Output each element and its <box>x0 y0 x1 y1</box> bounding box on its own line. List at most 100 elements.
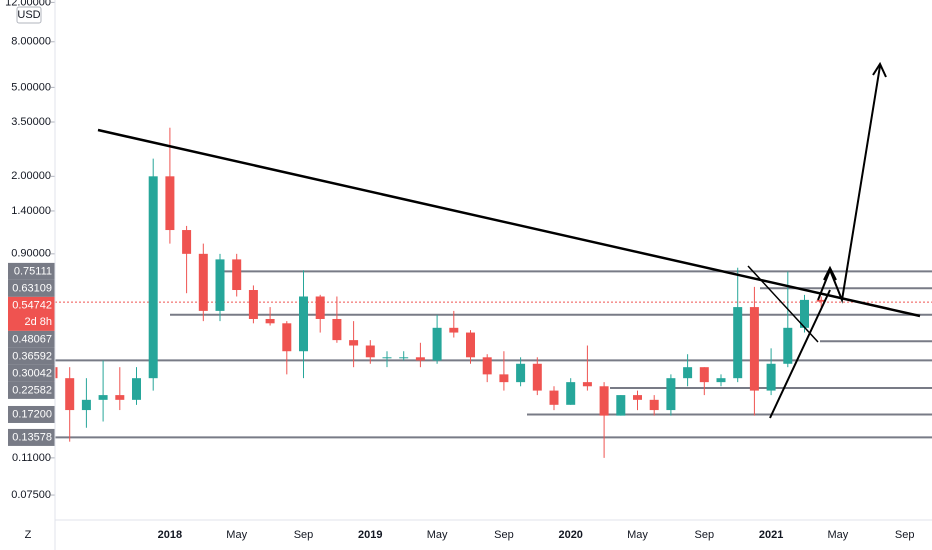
y-tick-label: 12.00000 <box>5 0 51 8</box>
trend-line <box>769 289 831 419</box>
timezone-button[interactable]: Z <box>25 529 32 541</box>
candle-body <box>81 399 91 411</box>
candle-body <box>699 367 709 383</box>
arrow-head <box>823 265 837 281</box>
candle-body <box>182 230 192 254</box>
x-tick-label: May <box>828 529 849 541</box>
candle-body <box>800 299 809 328</box>
price-level-box <box>8 330 55 348</box>
x-tick-label: May <box>627 529 648 541</box>
candle-body <box>766 363 776 391</box>
price-level-label: 0.17200 <box>12 408 52 420</box>
candle-body <box>215 259 225 311</box>
y-tick-label: 0.07500 <box>11 489 51 501</box>
candle-body <box>382 357 392 359</box>
x-tick-label: Sep <box>294 529 314 541</box>
x-axis: 2018 May Sep 2019 May Sep 2020 May Sep 2021 May Sep <box>158 529 915 541</box>
candle-body <box>198 253 208 311</box>
y-tick-label: 8.00000 <box>11 36 51 48</box>
candle-body <box>683 367 693 379</box>
candle-body <box>482 357 492 375</box>
candle-body <box>432 327 442 361</box>
current-price-label: 0.54742 <box>12 299 52 311</box>
candle-body <box>299 296 308 352</box>
x-tick-label: 2019 <box>358 529 382 541</box>
candle-body <box>349 340 359 346</box>
candle-body <box>783 327 793 364</box>
price-level-label: 0.13578 <box>12 431 52 443</box>
x-tick-label: Sep <box>695 529 715 541</box>
candle-body <box>549 390 559 405</box>
candle-body <box>466 332 475 358</box>
y-tick-label: 2.00000 <box>11 170 51 182</box>
y-tick-label: 1.40000 <box>11 205 51 217</box>
price-level-label: 0.36592 <box>12 350 52 362</box>
candle-body <box>232 259 242 291</box>
price-level-box <box>8 347 55 365</box>
candle-body <box>749 307 759 391</box>
price-level-box <box>8 405 55 423</box>
currency: USD <box>17 9 40 21</box>
candle-body <box>365 345 375 358</box>
candle-body <box>816 299 826 302</box>
y-tick-label: 3.50000 <box>11 116 51 128</box>
candles <box>48 127 826 458</box>
candle-body <box>616 395 626 416</box>
price-level-box <box>8 428 55 446</box>
x-tick-label: May <box>226 529 247 541</box>
candle-body <box>315 296 325 319</box>
price-level-label: 0.48067 <box>12 333 52 345</box>
y-tick-label: 5.00000 <box>11 81 51 93</box>
candle-body <box>98 395 108 400</box>
price-level-box <box>8 381 55 399</box>
price-level-label: 0.22582 <box>12 384 52 396</box>
candle-body <box>633 395 642 400</box>
candle-body <box>716 378 726 383</box>
candle-body <box>599 386 609 416</box>
candle-body <box>582 382 592 387</box>
price-level-box <box>8 279 55 297</box>
price-level-label: 0.30042 <box>12 367 52 379</box>
candle-body <box>332 318 342 341</box>
candle-body <box>566 382 576 405</box>
x-tick-label: 2018 <box>158 529 182 541</box>
price-level-label: 0.75111 <box>14 265 52 277</box>
candle-body <box>265 318 275 324</box>
candle-body <box>415 357 425 361</box>
price-level-box <box>8 364 55 382</box>
candle-body <box>248 290 258 319</box>
candle-body <box>666 378 676 411</box>
candle-body <box>449 327 459 333</box>
candle-body <box>532 363 542 391</box>
candle-body <box>649 399 659 411</box>
x-tick-label: May <box>427 529 448 541</box>
current-price-box <box>8 296 55 331</box>
trend-line <box>747 265 819 343</box>
x-tick-label: 2021 <box>759 529 783 541</box>
x-tick-label: 2020 <box>558 529 582 541</box>
candle-body <box>516 363 526 383</box>
candle-body <box>65 378 75 411</box>
y-axis: 12.00000 8.00000 5.00000 3.50000 2.00000 1.40… <box>5 0 55 501</box>
candle-body <box>132 378 141 400</box>
price-level-label: 0.63109 <box>12 282 52 294</box>
currency-box <box>16 6 42 24</box>
candle-body <box>148 176 158 379</box>
candle-body <box>399 357 409 359</box>
arrow-head <box>872 61 887 78</box>
candle-body <box>115 395 125 400</box>
candle-body <box>499 374 509 383</box>
candle-body <box>165 176 175 231</box>
x-tick-label: Sep <box>494 529 514 541</box>
price-level-box <box>8 262 55 280</box>
countdown-label: 2d 8h <box>24 316 52 328</box>
projection-arrow <box>817 65 881 304</box>
trend-line <box>97 128 921 318</box>
drawings <box>97 61 921 419</box>
y-tick-label: 0.90000 <box>11 248 51 260</box>
candle-body <box>282 323 292 352</box>
y-tick-label: 0.11000 <box>12 452 51 464</box>
x-tick-label: Sep <box>895 529 915 541</box>
